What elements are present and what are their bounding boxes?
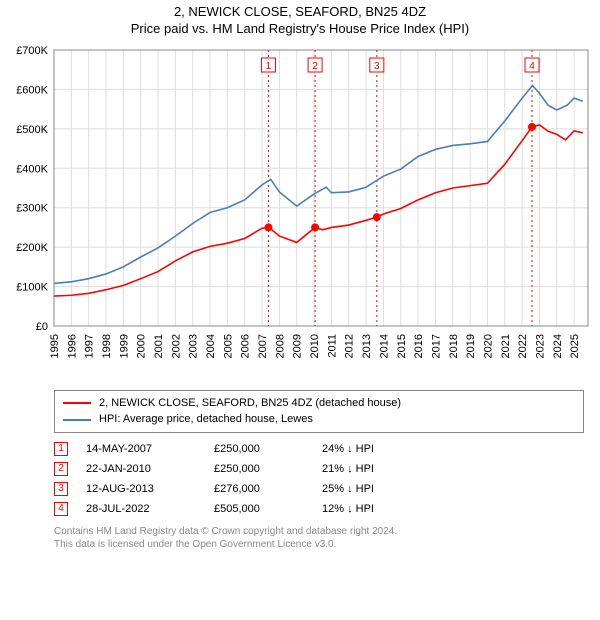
sale-index-box: 1	[54, 442, 68, 456]
svg-text:£200K: £200K	[16, 242, 48, 254]
sale-delta: 21% ↓ HPI	[322, 463, 374, 475]
svg-text:1998: 1998	[101, 334, 113, 358]
legend-swatch	[63, 419, 91, 421]
legend-row: HPI: Average price, detached house, Lewe…	[63, 411, 575, 428]
sale-delta: 24% ↓ HPI	[322, 443, 374, 455]
svg-text:£400K: £400K	[16, 163, 48, 175]
svg-text:2024: 2024	[552, 334, 564, 358]
sale-price: £505,000	[214, 503, 304, 515]
sale-marker-number: 2	[312, 61, 318, 72]
svg-text:2018: 2018	[448, 334, 460, 358]
sale-date: 28-JUL-2022	[86, 503, 196, 515]
svg-text:2017: 2017	[430, 334, 442, 358]
sale-index-box: 3	[54, 482, 68, 496]
title-line-2: Price paid vs. HM Land Registry's House …	[6, 21, 594, 38]
svg-text:2022: 2022	[517, 334, 529, 358]
svg-text:£500K: £500K	[16, 124, 48, 136]
sale-index-box: 4	[54, 502, 68, 516]
svg-text:2016: 2016	[413, 334, 425, 358]
sale-delta: 25% ↓ HPI	[322, 483, 374, 495]
svg-text:2009: 2009	[292, 334, 304, 358]
sale-dot	[311, 223, 319, 231]
chart-container: £0 £100K £200K £300K £400K £500K £600K £700K 199…	[6, 44, 594, 384]
sale-marker-number: 3	[374, 61, 380, 72]
legend-label: 2, NEWICK CLOSE, SEAFORD, BN25 4DZ (deta…	[99, 395, 401, 412]
legend: 2, NEWICK CLOSE, SEAFORD, BN25 4DZ (deta…	[54, 390, 584, 433]
svg-text:2006: 2006	[240, 334, 252, 358]
svg-text:2001: 2001	[153, 334, 165, 358]
svg-text:£700K: £700K	[16, 45, 48, 57]
svg-text:2023: 2023	[534, 334, 546, 358]
svg-text:2007: 2007	[257, 334, 269, 358]
sale-date: 14-MAY-2007	[86, 443, 196, 455]
sales-table: 1 14-MAY-2007 £250,000 24% ↓ HPI 2 22-JAN-201…	[54, 439, 584, 519]
svg-text:£300K: £300K	[16, 202, 48, 214]
attribution-line-2: This data is licensed under the Open Gov…	[54, 538, 584, 551]
svg-text:£600K: £600K	[16, 84, 48, 96]
svg-text:2003: 2003	[188, 334, 200, 358]
svg-text:2019: 2019	[465, 334, 477, 358]
svg-text:2005: 2005	[222, 334, 234, 358]
sale-date: 22-JAN-2010	[86, 463, 196, 475]
sale-price: £276,000	[214, 483, 304, 495]
sale-dot	[373, 213, 381, 221]
svg-text:2025: 2025	[569, 334, 581, 358]
sale-index-box: 2	[54, 462, 68, 476]
svg-text:£100K: £100K	[16, 281, 48, 293]
svg-text:£0: £0	[36, 321, 48, 333]
svg-text:2013: 2013	[361, 334, 373, 358]
svg-text:1995: 1995	[49, 334, 61, 358]
svg-text:2015: 2015	[396, 334, 408, 358]
svg-text:2004: 2004	[205, 334, 217, 358]
sale-delta: 12% ↓ HPI	[322, 503, 374, 515]
svg-text:2021: 2021	[500, 334, 512, 358]
svg-text:2000: 2000	[136, 334, 148, 358]
title-line-1: 2, NEWICK CLOSE, SEAFORD, BN25 4DZ	[6, 4, 594, 21]
sale-dot	[528, 123, 536, 131]
attribution-line-1: Contains HM Land Registry data © Crown c…	[54, 525, 584, 538]
svg-text:1999: 1999	[118, 334, 130, 358]
sales-row: 1 14-MAY-2007 £250,000 24% ↓ HPI	[54, 439, 584, 459]
sale-date: 12-AUG-2013	[86, 483, 196, 495]
svg-text:2010: 2010	[309, 334, 321, 358]
legend-row: 2, NEWICK CLOSE, SEAFORD, BN25 4DZ (deta…	[63, 395, 575, 412]
sales-row: 2 22-JAN-2010 £250,000 21% ↓ HPI	[54, 459, 584, 479]
svg-text:2014: 2014	[378, 334, 390, 358]
svg-text:2020: 2020	[482, 334, 494, 358]
sale-marker-number: 4	[529, 61, 535, 72]
legend-label: HPI: Average price, detached house, Lewe…	[99, 411, 313, 428]
sale-marker-number: 1	[266, 61, 272, 72]
svg-text:2002: 2002	[170, 334, 182, 358]
legend-swatch	[63, 402, 91, 404]
sale-dot	[264, 223, 272, 231]
chart-title-block: 2, NEWICK CLOSE, SEAFORD, BN25 4DZ Price…	[6, 4, 594, 38]
svg-text:2011: 2011	[326, 334, 338, 358]
sale-price: £250,000	[214, 463, 304, 475]
sales-row: 3 12-AUG-2013 £276,000 25% ↓ HPI	[54, 479, 584, 499]
sale-price: £250,000	[214, 443, 304, 455]
svg-text:2012: 2012	[344, 334, 356, 358]
sales-row: 4 28-JUL-2022 £505,000 12% ↓ HPI	[54, 499, 584, 519]
svg-text:1996: 1996	[66, 334, 78, 358]
svg-text:2008: 2008	[274, 334, 286, 358]
attribution: Contains HM Land Registry data © Crown c…	[54, 525, 584, 551]
price-chart: £0 £100K £200K £300K £400K £500K £600K £700K 199…	[6, 44, 594, 384]
svg-text:1997: 1997	[84, 334, 96, 358]
